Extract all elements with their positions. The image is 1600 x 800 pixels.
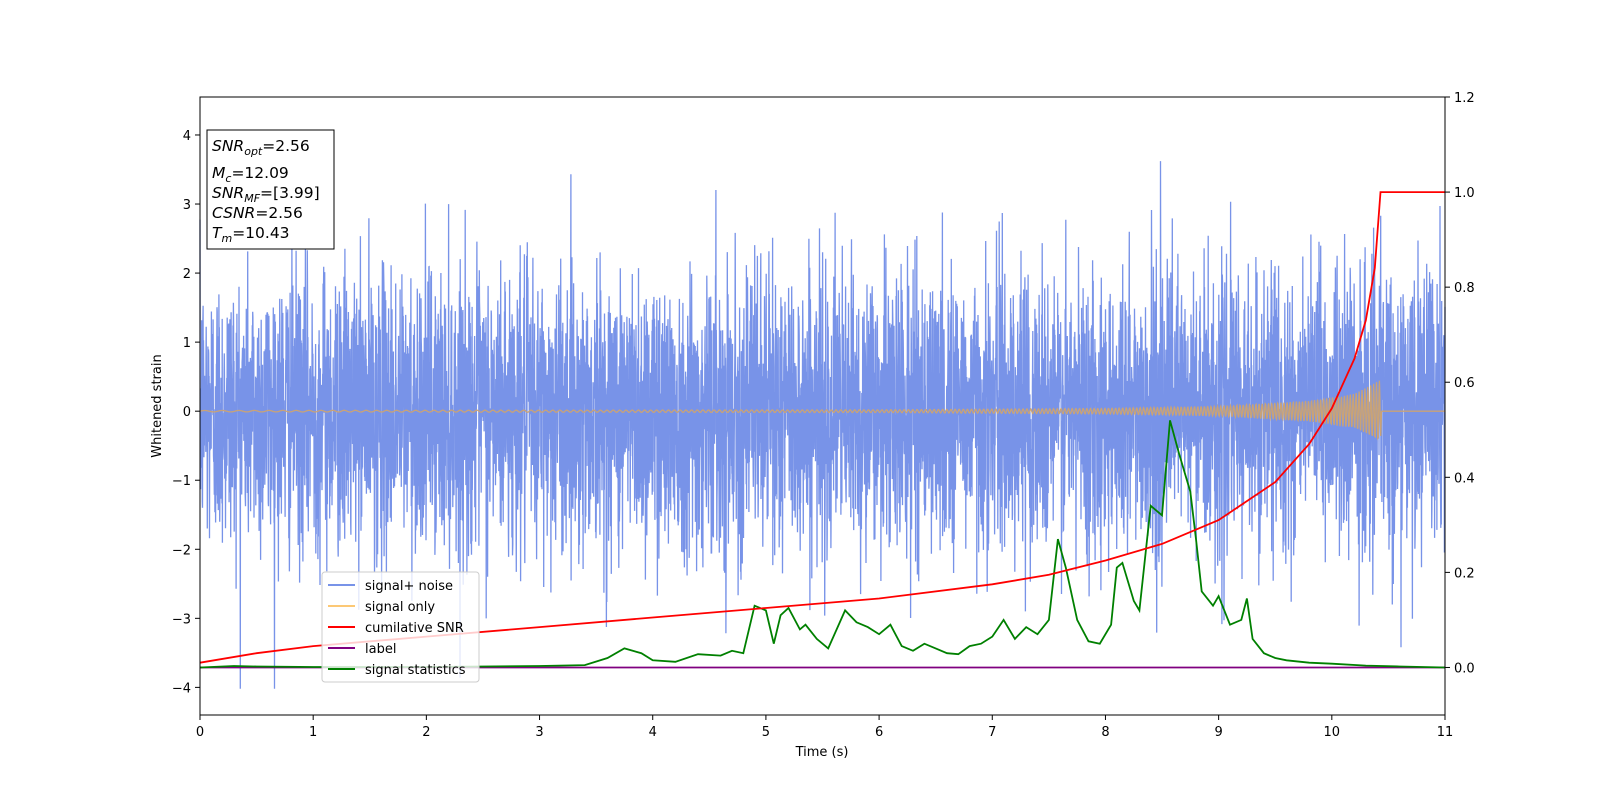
- series-signal-statistics: [199, 420, 1446, 669]
- series-cumulative-snr: [199, 191, 1445, 664]
- y-right-tick-label: 0.2: [1454, 566, 1475, 581]
- legend-frame: [321, 571, 480, 683]
- x-tick-label: 8: [1101, 725, 1109, 740]
- legend-label-signal-statistics: signal statistics: [365, 663, 466, 678]
- info-tm: Tm=10.43: [212, 224, 290, 245]
- legend-label-label: label: [365, 642, 396, 657]
- series-signal-only: [199, 380, 1445, 441]
- y-right-tick-label: 0.0: [1454, 661, 1475, 676]
- legend: signal+ noise signal only cumilative SNR…: [321, 571, 480, 683]
- y-tick-label: 3: [183, 198, 191, 213]
- y-right-tick-label: 0.6: [1454, 376, 1475, 391]
- y-tick-label: 0: [183, 405, 191, 420]
- x-tick-label: 7: [988, 725, 996, 740]
- plot-frame: [199, 96, 1446, 716]
- y-tick-label: −2: [172, 543, 191, 558]
- series-signal-noise: [199, 161, 1446, 689]
- x-tick-label: 6: [875, 725, 883, 740]
- x-tick-label: 3: [535, 725, 543, 740]
- legend-label-cumulative-snr: cumilative SNR: [365, 621, 464, 636]
- y-tick-label: −1: [172, 474, 191, 489]
- axis-ticks: 0 1 2 3 4 5 6 7 8 9 10 11 −4 −3 −2 −1 0 1 2 3 4 0.0 0.2 0.4 0.6 0…: [172, 91, 1475, 740]
- info-box: SNRopt=2.56 Mc=12.09 SNRMF=[3.99] CSNR=2…: [206, 129, 335, 250]
- y-right-tick-label: 0.4: [1454, 471, 1475, 486]
- x-tick-label: 5: [762, 725, 770, 740]
- info-mc: Mc=12.09: [212, 164, 289, 185]
- info-box-frame: [206, 129, 335, 250]
- info-csnr: CSNR=2.56: [212, 204, 303, 222]
- x-tick-label: 10: [1324, 725, 1341, 740]
- y-right-tick-label: 0.8: [1454, 281, 1475, 296]
- x-tick-label: 9: [1214, 725, 1222, 740]
- legend-label-signal-noise: signal+ noise: [365, 579, 453, 594]
- x-axis-label: Time (s): [795, 745, 849, 760]
- info-snr-opt: SNRopt=2.56: [212, 137, 310, 158]
- y-tick-label: 1: [183, 336, 191, 351]
- y-tick-label: 4: [183, 129, 191, 144]
- info-snr-mf: SNRMF=[3.99]: [212, 184, 320, 205]
- x-tick-label: 2: [422, 725, 430, 740]
- x-tick-label: 11: [1437, 725, 1454, 740]
- x-tick-label: 0: [196, 725, 204, 740]
- x-tick-label: 1: [309, 725, 317, 740]
- y-right-tick-label: 1.2: [1454, 91, 1475, 106]
- y-tick-label: 2: [183, 267, 191, 282]
- y-axis-label: Whitened strain: [150, 354, 165, 457]
- legend-label-signal-only: signal only: [365, 600, 435, 615]
- y-tick-label: −3: [172, 612, 191, 627]
- y-right-tick-label: 1.0: [1454, 186, 1475, 201]
- x-tick-label: 4: [649, 725, 657, 740]
- y-tick-label: −4: [172, 681, 191, 696]
